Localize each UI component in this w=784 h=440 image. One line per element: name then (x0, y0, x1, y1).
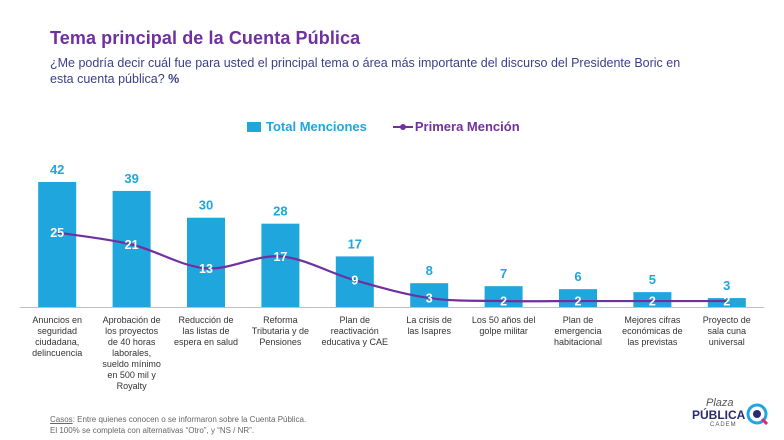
line-value-label-8: 2 (649, 295, 656, 309)
bar-value-label-3: 28 (273, 204, 287, 219)
logo-publica: PÚBLICA (692, 408, 746, 422)
legend-line-swatch (392, 122, 413, 132)
plaza-publica-logo: Plaza PÚBLICA CADEM (690, 397, 770, 431)
legend-bar-swatch (247, 121, 261, 132)
bar-value-label-5: 8 (426, 263, 433, 278)
bar-value-label-6: 7 (500, 266, 507, 281)
line-value-label-4: 9 (351, 274, 358, 288)
legend-label-total: Total Menciones (266, 119, 367, 134)
x-tick-label-3: Reforma Tributaria y de Pensiones (252, 315, 309, 347)
x-tick-label-5: La crisis de las Isapres (406, 315, 452, 336)
bar-total-3 (261, 223, 300, 307)
bar-total-5 (410, 283, 449, 307)
chart-legend: Total Menciones Primera Mención (247, 119, 520, 134)
footer-completion-note: El 100% se completa con alternativas “Ot… (50, 426, 255, 435)
chart-title: Tema principal de la Cuenta Pública (50, 28, 361, 48)
footer-note: Casos: Entre quienes conocen o se inform… (50, 414, 306, 436)
subtitle-unit: % (168, 72, 180, 86)
footer-casos-text: : Entre quienes conocen o se informaron … (72, 415, 307, 424)
logo-cadem: CADEM (710, 422, 737, 428)
bar-line-chart: 42 39 30 28 17 8 7 6 5 3 25 21 13 17 9 3 2 2 2 2 Anuncios en… (20, 162, 764, 391)
bar-value-label-0: 42 (50, 162, 64, 177)
line-value-label-1: 21 (125, 238, 139, 252)
legend-label-primera: Primera Mención (414, 119, 520, 134)
x-tick-label-9: Proyecto de sala cuna universal (703, 315, 751, 347)
x-tick-label-8: Mejores cifras económicas de las previstas (622, 315, 683, 347)
x-tick-label-2: Reducción de las listas de espera en salud (174, 315, 238, 347)
logo-plaza: Plaza (706, 397, 734, 409)
footer-casos-label: Casos (50, 415, 73, 424)
bar-total-0 (38, 182, 77, 307)
x-tick-label-6: Los 50 años del golpe militar (472, 315, 536, 336)
bar-total-2 (187, 217, 225, 307)
line-value-label-3: 17 (273, 250, 287, 264)
line-primera-mencion (57, 231, 727, 303)
line-value-label-6: 2 (500, 295, 507, 309)
line-value-label-9: 2 (723, 295, 730, 309)
bar-value-label-1: 39 (124, 171, 138, 186)
bar-total-8 (633, 292, 672, 307)
footer-casos: Casos: Entre quienes conocen o se inform… (50, 414, 306, 425)
bar-value-label-7: 6 (574, 269, 581, 284)
line-value-label-5: 3 (426, 292, 433, 306)
x-tick-label-0: Anuncios en seguridad ciudadana, delincuenc… (32, 315, 82, 358)
bar-total-9 (707, 298, 746, 307)
bar-value-label-2: 30 (199, 198, 213, 213)
legend-item-total: Total Menciones (247, 119, 393, 134)
bar-value-label-8: 5 (649, 272, 656, 287)
bar-value-label-4: 17 (348, 236, 362, 251)
legend-item-primera: Primera Mención (392, 119, 520, 134)
x-tick-label-4: Plan de reactivación educativa y CAE (322, 315, 389, 347)
bar-total-7 (559, 289, 597, 307)
x-tick-label-7: Plan de emergencia habitacional (554, 315, 602, 347)
line-value-label-0: 25 (50, 226, 64, 240)
chart-subtitle: ¿Me podría decir cuál fue para usted el … (50, 55, 690, 87)
subtitle-question: ¿Me podría decir cuál fue para usted el … (50, 56, 681, 86)
bar-value-label-9: 3 (723, 278, 730, 293)
line-value-label-7: 2 (575, 295, 582, 309)
logo-mark-icon (746, 403, 768, 425)
bar-total-4 (335, 256, 374, 307)
x-tick-label-1: Aprobación de los proyectos de 40 horas lab… (102, 315, 161, 391)
line-value-label-2: 13 (199, 262, 213, 276)
